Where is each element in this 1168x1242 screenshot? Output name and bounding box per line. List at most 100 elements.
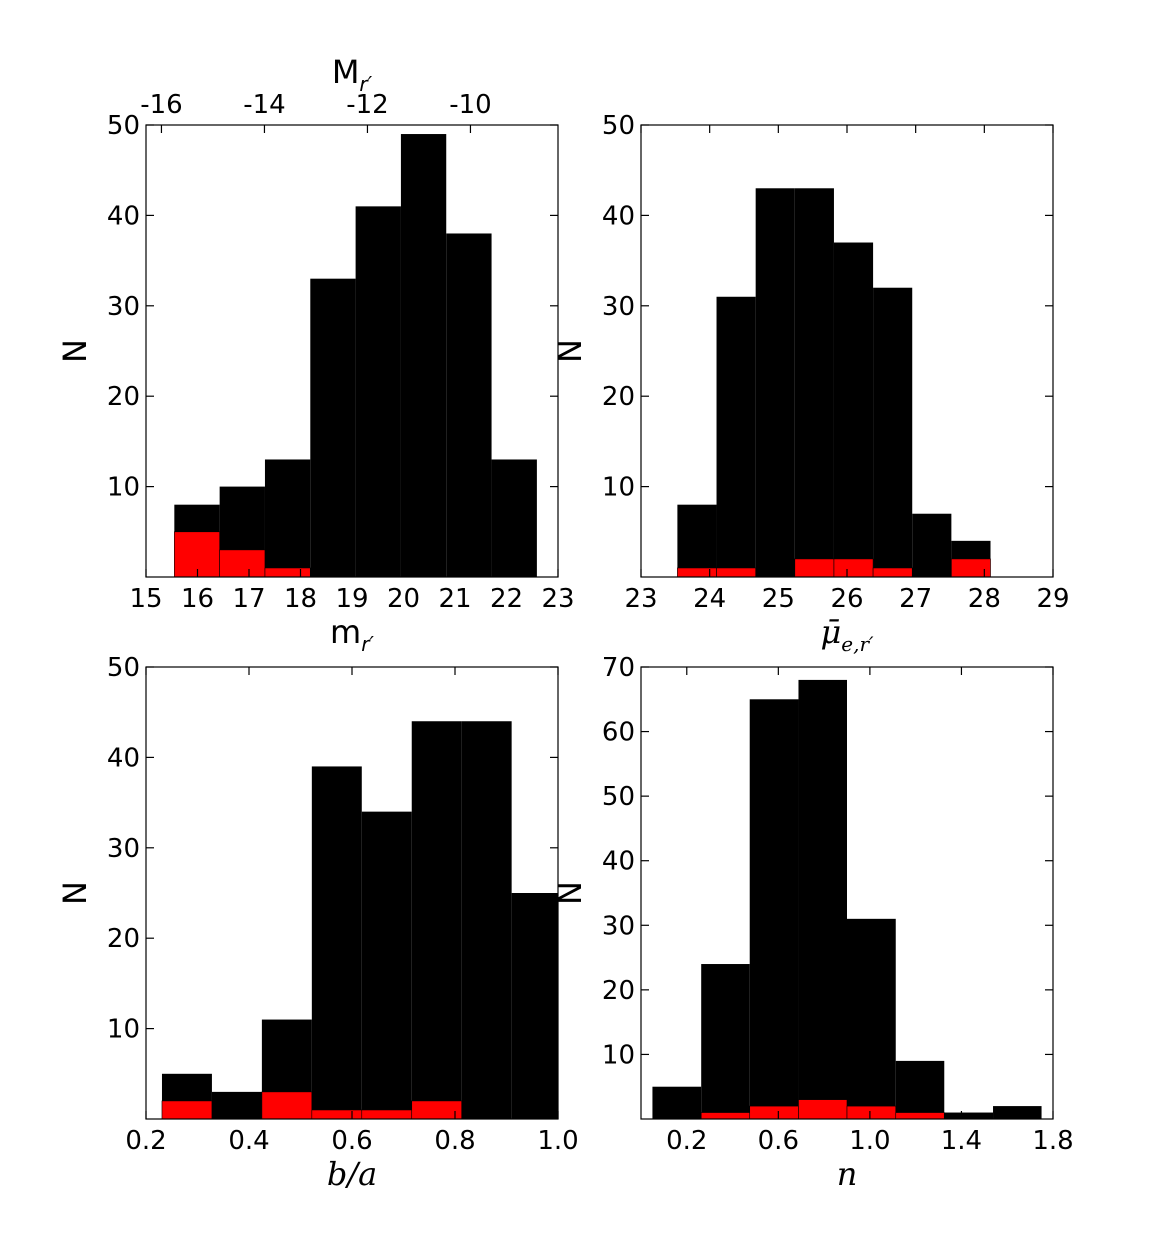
x-tick-label: 23 xyxy=(624,584,657,614)
x-tick-label: 1.4 xyxy=(941,1126,982,1156)
bar-highlight-0 xyxy=(677,567,717,578)
bar-all-5 xyxy=(411,721,462,1119)
x-tick-label: 29 xyxy=(1036,584,1069,614)
x-tick-label: 15 xyxy=(129,584,162,614)
bar-all-4 xyxy=(361,811,412,1119)
y-tick-label: 10 xyxy=(602,1040,635,1070)
y-tick-label: 20 xyxy=(602,382,635,412)
bar-highlight-1 xyxy=(219,549,266,578)
x-tick-label: 24 xyxy=(693,584,726,614)
y-axis-label: N xyxy=(551,339,589,363)
x-tick-label: 19 xyxy=(335,584,368,614)
histogram-panel-bottom-right: 0.2 0.6 1.0 1.4 1.8 10 20 30 40 50 60 70 Nn xyxy=(551,653,1074,1193)
x-axis-label: n xyxy=(837,1155,858,1193)
x-tick-label: 1.0 xyxy=(537,1126,578,1156)
y-axis-label: N xyxy=(56,339,94,363)
x-tick-label: 0.2 xyxy=(666,1126,707,1156)
bar-highlight-3 xyxy=(846,1105,897,1120)
bar-all-7 xyxy=(491,459,537,577)
bar-all-3 xyxy=(310,278,356,577)
x-tick-label: 1.8 xyxy=(1032,1126,1073,1156)
bar-all-3 xyxy=(798,679,847,1119)
bar-all-4 xyxy=(847,918,896,1119)
bar-all-6 xyxy=(461,721,512,1119)
y-tick-label: 10 xyxy=(602,473,635,503)
bar-all-2 xyxy=(264,459,311,577)
x-tick-label: 0.8 xyxy=(434,1126,475,1156)
x-tick-label: 21 xyxy=(438,584,471,614)
x-axis-label: mr′ xyxy=(330,613,374,656)
x-tick-label: 0.2 xyxy=(125,1126,166,1156)
bar-all-3 xyxy=(794,188,834,577)
bar-all-2 xyxy=(749,699,799,1119)
bar-all-1 xyxy=(211,1091,262,1119)
bar-all-6 xyxy=(944,1112,994,1119)
y-tick-label: 20 xyxy=(107,382,140,412)
y-tick-label: 10 xyxy=(107,1015,140,1045)
y-tick-label: 50 xyxy=(107,111,140,141)
y-axis-label: N xyxy=(551,881,589,905)
bar-highlight-0 xyxy=(161,1100,213,1120)
top-tick-label: -16 xyxy=(140,90,182,120)
plot-frame xyxy=(640,666,1054,1120)
bar-all-1 xyxy=(701,964,750,1119)
x-tick-label: 26 xyxy=(830,584,863,614)
x-tick-label: 17 xyxy=(232,584,265,614)
x-tick-label: 18 xyxy=(284,584,317,614)
y-axis-label: N xyxy=(56,881,94,905)
x-axis-label: b/a xyxy=(327,1155,377,1193)
y-tick-label: 30 xyxy=(107,292,140,322)
x-tick-label: 28 xyxy=(968,584,1001,614)
bar-highlight-2 xyxy=(798,1099,848,1120)
y-tick-label: 70 xyxy=(602,653,635,683)
y-tick-label: 60 xyxy=(602,718,635,748)
x-tick-label: 16 xyxy=(181,584,214,614)
y-tick-label: 20 xyxy=(602,976,635,1006)
bar-highlight-2 xyxy=(261,1091,313,1120)
x-tick-label: 0.6 xyxy=(331,1126,372,1156)
bar-highlight-3 xyxy=(794,558,835,578)
y-tick-label: 50 xyxy=(107,653,140,683)
y-tick-label: 30 xyxy=(107,834,140,864)
x-tick-label: 0.6 xyxy=(758,1126,799,1156)
bar-all-0 xyxy=(652,1086,702,1119)
y-tick-label: 20 xyxy=(107,924,140,954)
x-axis-label: μ̄e,r′ xyxy=(820,613,874,656)
bar-highlight-0 xyxy=(700,1112,751,1120)
bar-all-4 xyxy=(833,242,874,577)
y-tick-label: 30 xyxy=(602,911,635,941)
bar-highlight-3 xyxy=(311,1109,363,1120)
histogram-panel-top-left: 15 16 17 18 19 20 21 22 23 10 20 30 40 50-16 -14 -12 -10… xyxy=(56,53,575,656)
x-tick-label: 25 xyxy=(762,584,795,614)
y-tick-label: 40 xyxy=(602,201,635,231)
x-tick-label: 27 xyxy=(899,584,932,614)
bar-highlight-4 xyxy=(361,1109,413,1120)
bar-all-7 xyxy=(993,1106,1042,1119)
bar-all-1 xyxy=(716,296,756,577)
x-tick-label: 20 xyxy=(387,584,420,614)
top-tick-label: -12 xyxy=(346,90,388,120)
bar-all-7 xyxy=(511,893,558,1119)
bar-highlight-5 xyxy=(411,1100,462,1120)
bar-highlight-1 xyxy=(749,1105,799,1120)
bar-all-6 xyxy=(446,233,492,578)
x-tick-label: 1.0 xyxy=(849,1126,890,1156)
bar-highlight-2 xyxy=(264,567,311,578)
histogram-panel-top-right: 23 24 25 26 27 28 29 10 20 30 40 50 Nμ̄e,r′ xyxy=(551,111,1070,656)
x-tick-label: 0.4 xyxy=(228,1126,269,1156)
y-tick-label: 50 xyxy=(602,111,635,141)
bar-all-5 xyxy=(895,1060,945,1119)
bar-highlight-4 xyxy=(833,558,874,578)
y-tick-label: 30 xyxy=(602,292,635,322)
x-tick-label: 22 xyxy=(490,584,523,614)
bar-highlight-4 xyxy=(895,1112,945,1120)
bar-all-2 xyxy=(755,188,795,577)
bar-all-3 xyxy=(311,766,362,1119)
y-tick-label: 40 xyxy=(107,201,140,231)
top-tick-label: -14 xyxy=(243,90,285,120)
bar-all-5 xyxy=(400,134,447,578)
histogram-panel-bottom-left: 0.2 0.4 0.6 0.8 1.0 10 20 30 40 50 Nb/a xyxy=(56,653,579,1193)
bar-highlight-5 xyxy=(872,567,913,578)
y-tick-label: 50 xyxy=(602,782,635,812)
